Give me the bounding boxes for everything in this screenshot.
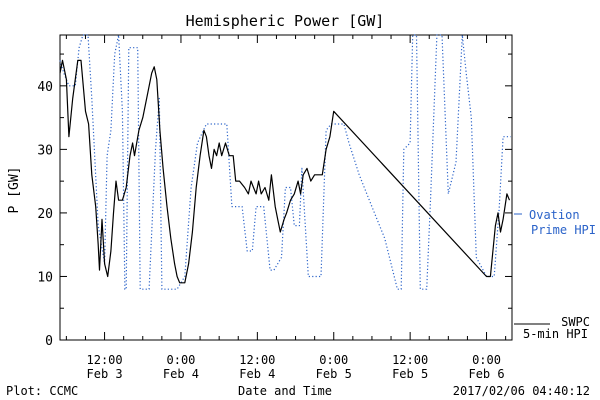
y-tick-label: 10 [37, 270, 53, 285]
x-tick-time-label: 12:00 [239, 353, 275, 367]
chart-title: Hemispheric Power [GW] [186, 12, 385, 30]
y-tick-label: 30 [37, 143, 53, 158]
legend-ovation-line2: Prime HPI [531, 223, 596, 237]
x-tick-time-label: 12:00 [87, 353, 123, 367]
plot-frame [59, 34, 513, 341]
x-tick-date-label: Feb 3 [87, 367, 123, 381]
x-tick-date-label: Feb 5 [392, 367, 428, 381]
footer-plot-credit: Plot: CCMC [6, 384, 78, 398]
legend-swpc-line2: 5-min HPI [523, 327, 588, 341]
legend-ovation-line1: Ovation [529, 208, 580, 222]
legend-swpc-line1: SWPC [561, 315, 590, 329]
y-tick-label: 20 [37, 207, 53, 222]
y-tick-label: 40 [37, 80, 53, 95]
series-ovation-line [59, 34, 511, 290]
x-tick-date-label: Feb 4 [239, 367, 275, 381]
x-tick-time-label: 0:00 [167, 353, 196, 367]
series-layer [59, 34, 511, 290]
y-tick-label: 0 [45, 334, 53, 349]
y-axis-ticks: 0 10 20 30 40 [37, 53, 512, 349]
axes [59, 34, 513, 341]
x-axis-label: Date and Time [238, 384, 332, 398]
y-axis-label: P [GW] [7, 167, 22, 214]
legend-swpc: SWPC 5-min HPI [514, 315, 590, 341]
x-tick-date-label: Feb 6 [468, 367, 504, 381]
x-tick-time-label: 0:00 [472, 353, 501, 367]
x-tick-time-label: 0:00 [319, 353, 348, 367]
footer-timestamp: 2017/02/06 04:40:12 [453, 384, 590, 398]
x-tick-date-label: Feb 5 [316, 367, 352, 381]
x-tick-time-label: 12:00 [392, 353, 428, 367]
x-tick-date-label: Feb 4 [163, 367, 199, 381]
series-swpc-line [59, 59, 511, 284]
legend-ovation: Ovation Prime HPI [514, 208, 596, 237]
